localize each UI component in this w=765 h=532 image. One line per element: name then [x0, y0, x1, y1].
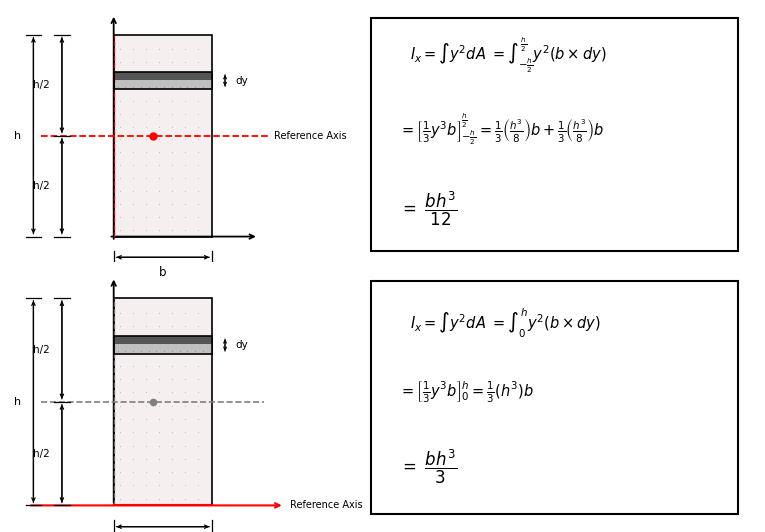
- Bar: [114, 344, 212, 354]
- Text: h/2: h/2: [33, 345, 50, 355]
- Bar: [114, 35, 212, 237]
- Text: h: h: [15, 130, 21, 140]
- Text: $= \left[\frac{1}{3}y^3b\right]_{-\frac{h}{2}}^{\frac{h}{2}} = \frac{1}{3}\left(: $= \left[\frac{1}{3}y^3b\right]_{-\frac{…: [399, 112, 604, 147]
- Text: $= \ \dfrac{bh^3}{12}$: $= \ \dfrac{bh^3}{12}$: [399, 189, 457, 228]
- Text: h/2: h/2: [33, 181, 50, 191]
- Text: h/2: h/2: [33, 448, 50, 459]
- Text: $I_x = \int y^2 dA \ = \int_{0}^{h} y^2(b \times dy)$: $I_x = \int y^2 dA \ = \int_{0}^{h} y^2(…: [410, 307, 601, 340]
- Bar: [114, 80, 212, 89]
- Bar: [114, 72, 212, 89]
- Bar: [114, 72, 212, 80]
- Text: $I_x = \int y^2 dA \ = \int_{-\frac{h}{2}}^{\frac{h}{2}} y^2(b \times dy)$: $I_x = \int y^2 dA \ = \int_{-\frac{h}{2…: [410, 35, 607, 75]
- Text: h: h: [15, 397, 21, 406]
- Text: $= \ \dfrac{bh^3}{3}$: $= \ \dfrac{bh^3}{3}$: [399, 448, 457, 486]
- Text: $= \left[\frac{1}{3}y^3b\right]_{0}^{h} = \frac{1}{3}(h^3)b$: $= \left[\frac{1}{3}y^3b\right]_{0}^{h} …: [399, 380, 533, 405]
- Bar: [114, 298, 212, 505]
- Text: Reference Axis: Reference Axis: [290, 501, 363, 510]
- Bar: [114, 336, 212, 354]
- Text: Reference Axis: Reference Axis: [274, 130, 347, 140]
- Text: dy: dy: [236, 76, 248, 86]
- Text: h/2: h/2: [33, 80, 50, 90]
- Bar: [114, 336, 212, 344]
- Text: b: b: [159, 267, 167, 279]
- Text: dy: dy: [236, 340, 248, 350]
